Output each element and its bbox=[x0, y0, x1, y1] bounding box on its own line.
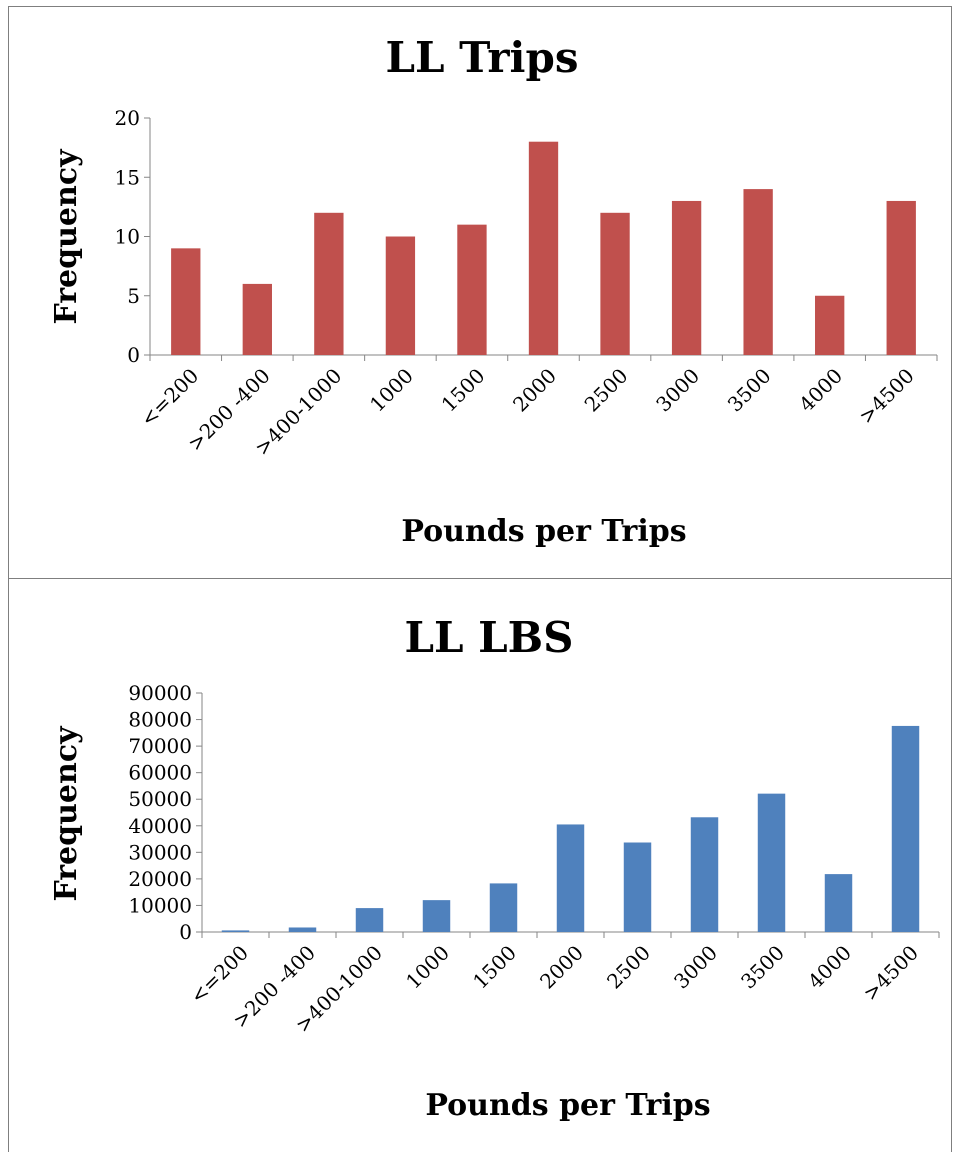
chart-frame bbox=[8, 6, 952, 1152]
y-tick-label: 60000 bbox=[128, 761, 192, 785]
bar bbox=[457, 224, 487, 355]
bar bbox=[288, 927, 317, 932]
x-tick-label: <=200 bbox=[136, 364, 204, 432]
bar bbox=[824, 874, 853, 932]
bar bbox=[528, 141, 559, 355]
x-tick-label: 4000 bbox=[803, 941, 856, 994]
x-tick-label: 2000 bbox=[508, 364, 561, 417]
bar bbox=[171, 248, 201, 355]
y-tick-label: 10000 bbox=[128, 893, 192, 917]
y-tick-label: 50000 bbox=[128, 787, 192, 811]
y-tick-label: 10 bbox=[115, 225, 140, 249]
x-tick-label: 2500 bbox=[602, 941, 655, 994]
y-tick-label: 20 bbox=[115, 106, 140, 130]
x-tick-label: 3500 bbox=[736, 941, 789, 994]
x-tick-label: 3000 bbox=[669, 941, 722, 994]
y-tick-label: 20000 bbox=[128, 867, 192, 891]
bar bbox=[489, 883, 518, 932]
x-tick-label: >4500 bbox=[854, 364, 919, 429]
y-tick-label: 90000 bbox=[128, 681, 192, 705]
bar bbox=[671, 200, 702, 355]
y-tick-label: 0 bbox=[127, 343, 140, 367]
bar bbox=[314, 212, 344, 355]
bar bbox=[891, 725, 920, 932]
x-tick-label: 1500 bbox=[468, 941, 521, 994]
x-tick-label: 3500 bbox=[723, 364, 776, 417]
y-tick-label: 5 bbox=[127, 284, 140, 308]
bar bbox=[623, 842, 652, 932]
bar bbox=[422, 900, 451, 932]
x-tick-label: 1500 bbox=[437, 364, 490, 417]
x-tick-label: 1000 bbox=[365, 364, 418, 417]
bar bbox=[815, 295, 845, 355]
x-axis-title: Pounds per Trips bbox=[401, 514, 686, 549]
bar bbox=[600, 212, 630, 355]
x-tick-label: 1000 bbox=[401, 941, 454, 994]
y-tick-label: 15 bbox=[115, 165, 140, 189]
x-tick-label: <=200 bbox=[185, 941, 253, 1009]
bar bbox=[355, 908, 384, 932]
y-axis-title: Frequency bbox=[49, 148, 84, 325]
bar bbox=[242, 283, 272, 355]
bar bbox=[757, 793, 786, 932]
chart-title: LL LBS bbox=[404, 613, 573, 662]
bar bbox=[886, 200, 916, 355]
x-tick-label: 2000 bbox=[535, 941, 588, 994]
chart-ll-trips: LL Trips Frequency Pounds per Trips 0 5 10… bbox=[49, 33, 938, 549]
bar bbox=[743, 189, 773, 355]
x-tick-label: 4000 bbox=[794, 364, 847, 417]
y-tick-label: 30000 bbox=[128, 840, 192, 864]
bar bbox=[690, 817, 719, 932]
y-tick-label: 70000 bbox=[128, 734, 192, 758]
bar bbox=[221, 930, 250, 932]
chart-ll-lbs: LL LBS Frequency Pounds per Trips 0 10000… bbox=[49, 613, 940, 1123]
chart-title: LL Trips bbox=[386, 33, 579, 82]
x-tick-label: 2500 bbox=[580, 364, 633, 417]
y-tick-label: 0 bbox=[179, 920, 192, 944]
y-axis-title: Frequency bbox=[49, 725, 84, 902]
x-tick-label: >4500 bbox=[858, 941, 923, 1006]
bar bbox=[385, 236, 416, 355]
chart-divider bbox=[8, 578, 952, 579]
y-tick-label: 40000 bbox=[128, 814, 192, 838]
x-tick-label: 3000 bbox=[651, 364, 704, 417]
y-tick-label: 80000 bbox=[128, 708, 192, 732]
bar bbox=[556, 824, 585, 932]
x-axis-title: Pounds per Trips bbox=[425, 1088, 710, 1123]
